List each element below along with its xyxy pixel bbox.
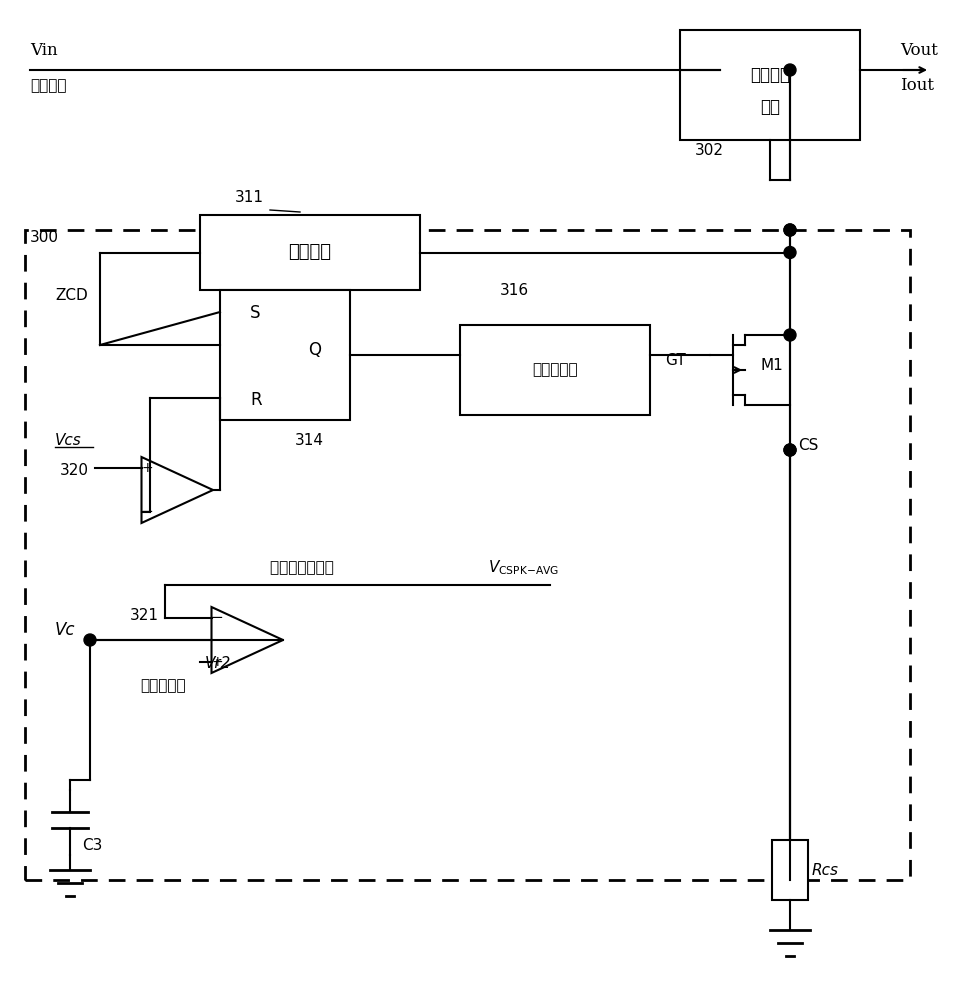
- Text: C3: C3: [82, 838, 103, 853]
- FancyBboxPatch shape: [680, 30, 860, 140]
- Text: +: +: [141, 461, 153, 475]
- Text: 输出电流等效值: 输出电流等效值: [270, 560, 339, 575]
- Text: CS: CS: [798, 438, 818, 453]
- Text: Vout: Vout: [900, 42, 938, 59]
- Text: 321: 321: [130, 608, 159, 623]
- Text: Vr2: Vr2: [205, 656, 232, 671]
- Text: 电路: 电路: [760, 98, 780, 116]
- Text: M1: M1: [760, 358, 783, 373]
- Text: 300: 300: [30, 230, 59, 245]
- FancyBboxPatch shape: [772, 840, 808, 900]
- Text: R: R: [250, 391, 262, 409]
- Text: +: +: [211, 655, 223, 669]
- Text: −: −: [141, 504, 153, 520]
- Text: GT: GT: [665, 353, 686, 368]
- Circle shape: [784, 444, 796, 456]
- Text: Iout: Iout: [900, 77, 934, 94]
- Text: 功率转换: 功率转换: [750, 66, 790, 84]
- FancyBboxPatch shape: [460, 325, 650, 415]
- Text: 误差放大器: 误差放大器: [140, 678, 186, 693]
- FancyBboxPatch shape: [200, 215, 420, 290]
- Circle shape: [84, 634, 96, 646]
- Text: 302: 302: [695, 143, 724, 158]
- Circle shape: [784, 224, 796, 236]
- Text: −: −: [211, 610, 223, 626]
- Text: Q: Q: [308, 341, 322, 359]
- Text: 逻辑和驱动: 逻辑和驱动: [533, 362, 578, 377]
- Text: ZCD: ZCD: [55, 288, 88, 303]
- Text: S: S: [250, 304, 261, 322]
- Text: Vin: Vin: [30, 42, 57, 59]
- Text: 输入电压: 输入电压: [30, 78, 66, 93]
- Circle shape: [784, 224, 796, 236]
- Text: 316: 316: [500, 283, 529, 298]
- Text: 311: 311: [235, 190, 264, 205]
- Circle shape: [784, 64, 796, 76]
- Text: Vc: Vc: [55, 621, 76, 639]
- Circle shape: [784, 444, 796, 456]
- FancyBboxPatch shape: [220, 290, 350, 420]
- Text: 320: 320: [60, 463, 89, 478]
- Text: Rcs: Rcs: [812, 863, 839, 878]
- Text: $V_{\rm CSPK\mathsf{-}AVG}$: $V_{\rm CSPK\mathsf{-}AVG}$: [488, 558, 559, 577]
- Text: 过零检测: 过零检测: [288, 243, 331, 261]
- Circle shape: [784, 329, 796, 341]
- Circle shape: [784, 246, 796, 258]
- Text: Vcs: Vcs: [55, 433, 81, 448]
- Text: 314: 314: [295, 433, 324, 448]
